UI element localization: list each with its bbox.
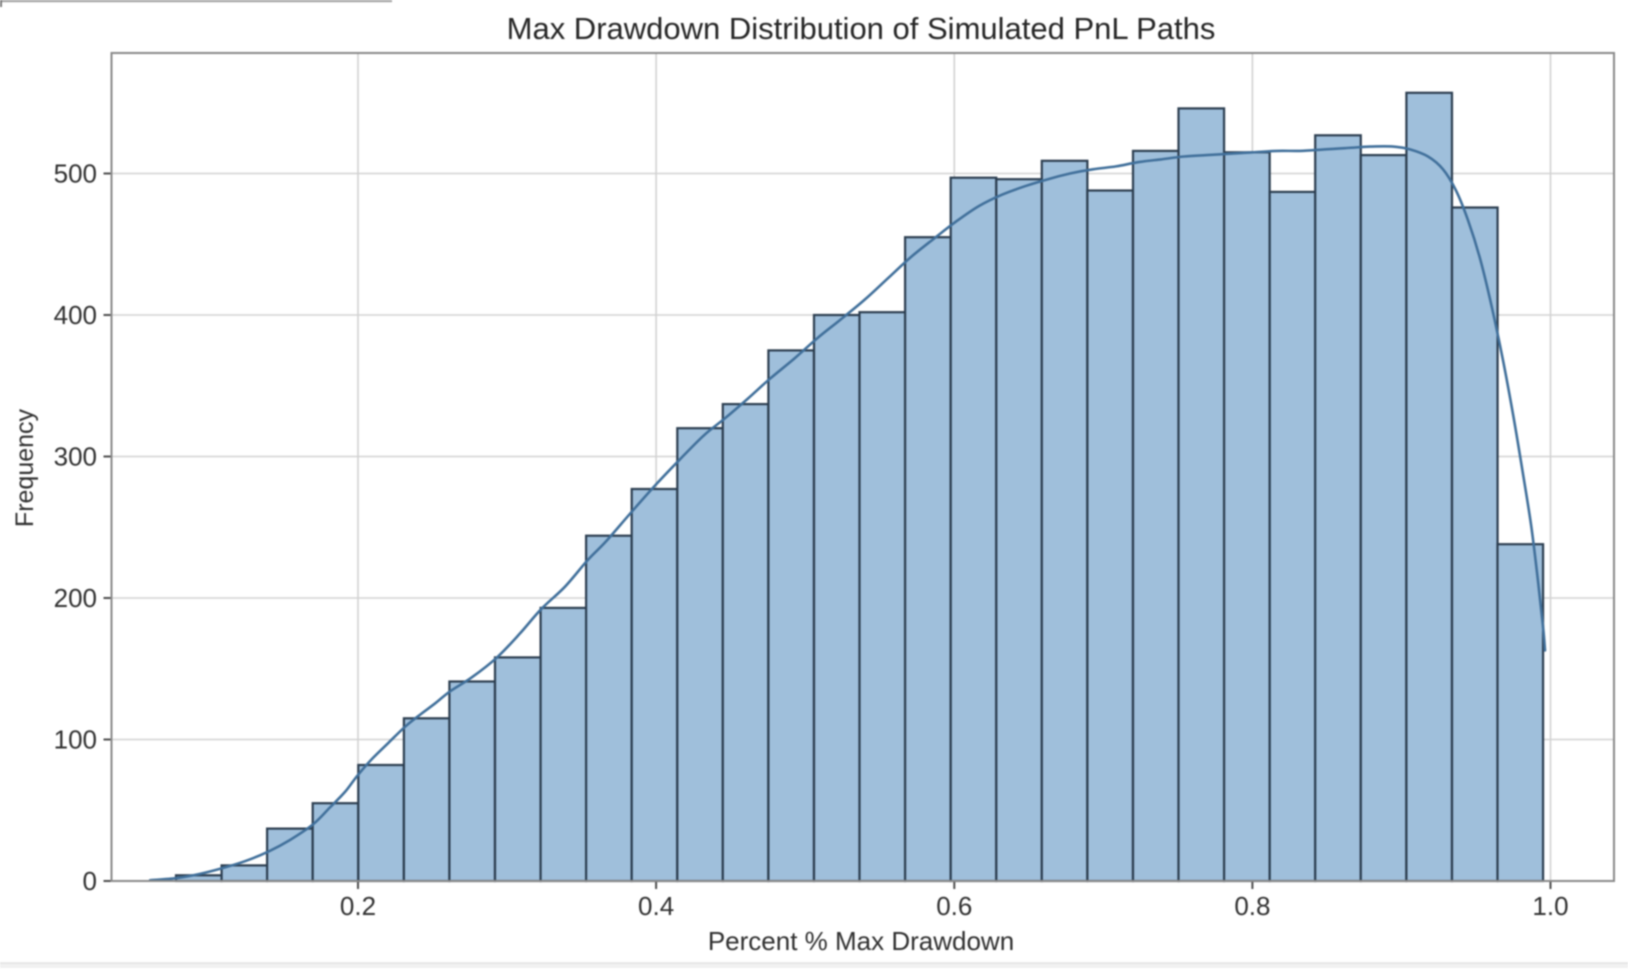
svg-text:100: 100 <box>54 725 97 755</box>
svg-text:0: 0 <box>83 866 97 896</box>
svg-text:Max Drawdown Distribution of S: Max Drawdown Distribution of Simulated P… <box>507 11 1216 46</box>
svg-text:0.8: 0.8 <box>1234 891 1270 921</box>
svg-text:0.2: 0.2 <box>340 891 376 921</box>
svg-text:Frequency: Frequency <box>11 408 39 527</box>
svg-text:300: 300 <box>54 442 97 472</box>
svg-text:Percent % Max Drawdown: Percent % Max Drawdown <box>708 926 1014 956</box>
svg-text:0.6: 0.6 <box>936 891 972 921</box>
svg-text:1.0: 1.0 <box>1532 891 1568 921</box>
svg-text:0.4: 0.4 <box>638 891 674 921</box>
svg-text:200: 200 <box>54 583 97 613</box>
svg-text:500: 500 <box>54 159 97 189</box>
svg-text:400: 400 <box>54 300 97 330</box>
